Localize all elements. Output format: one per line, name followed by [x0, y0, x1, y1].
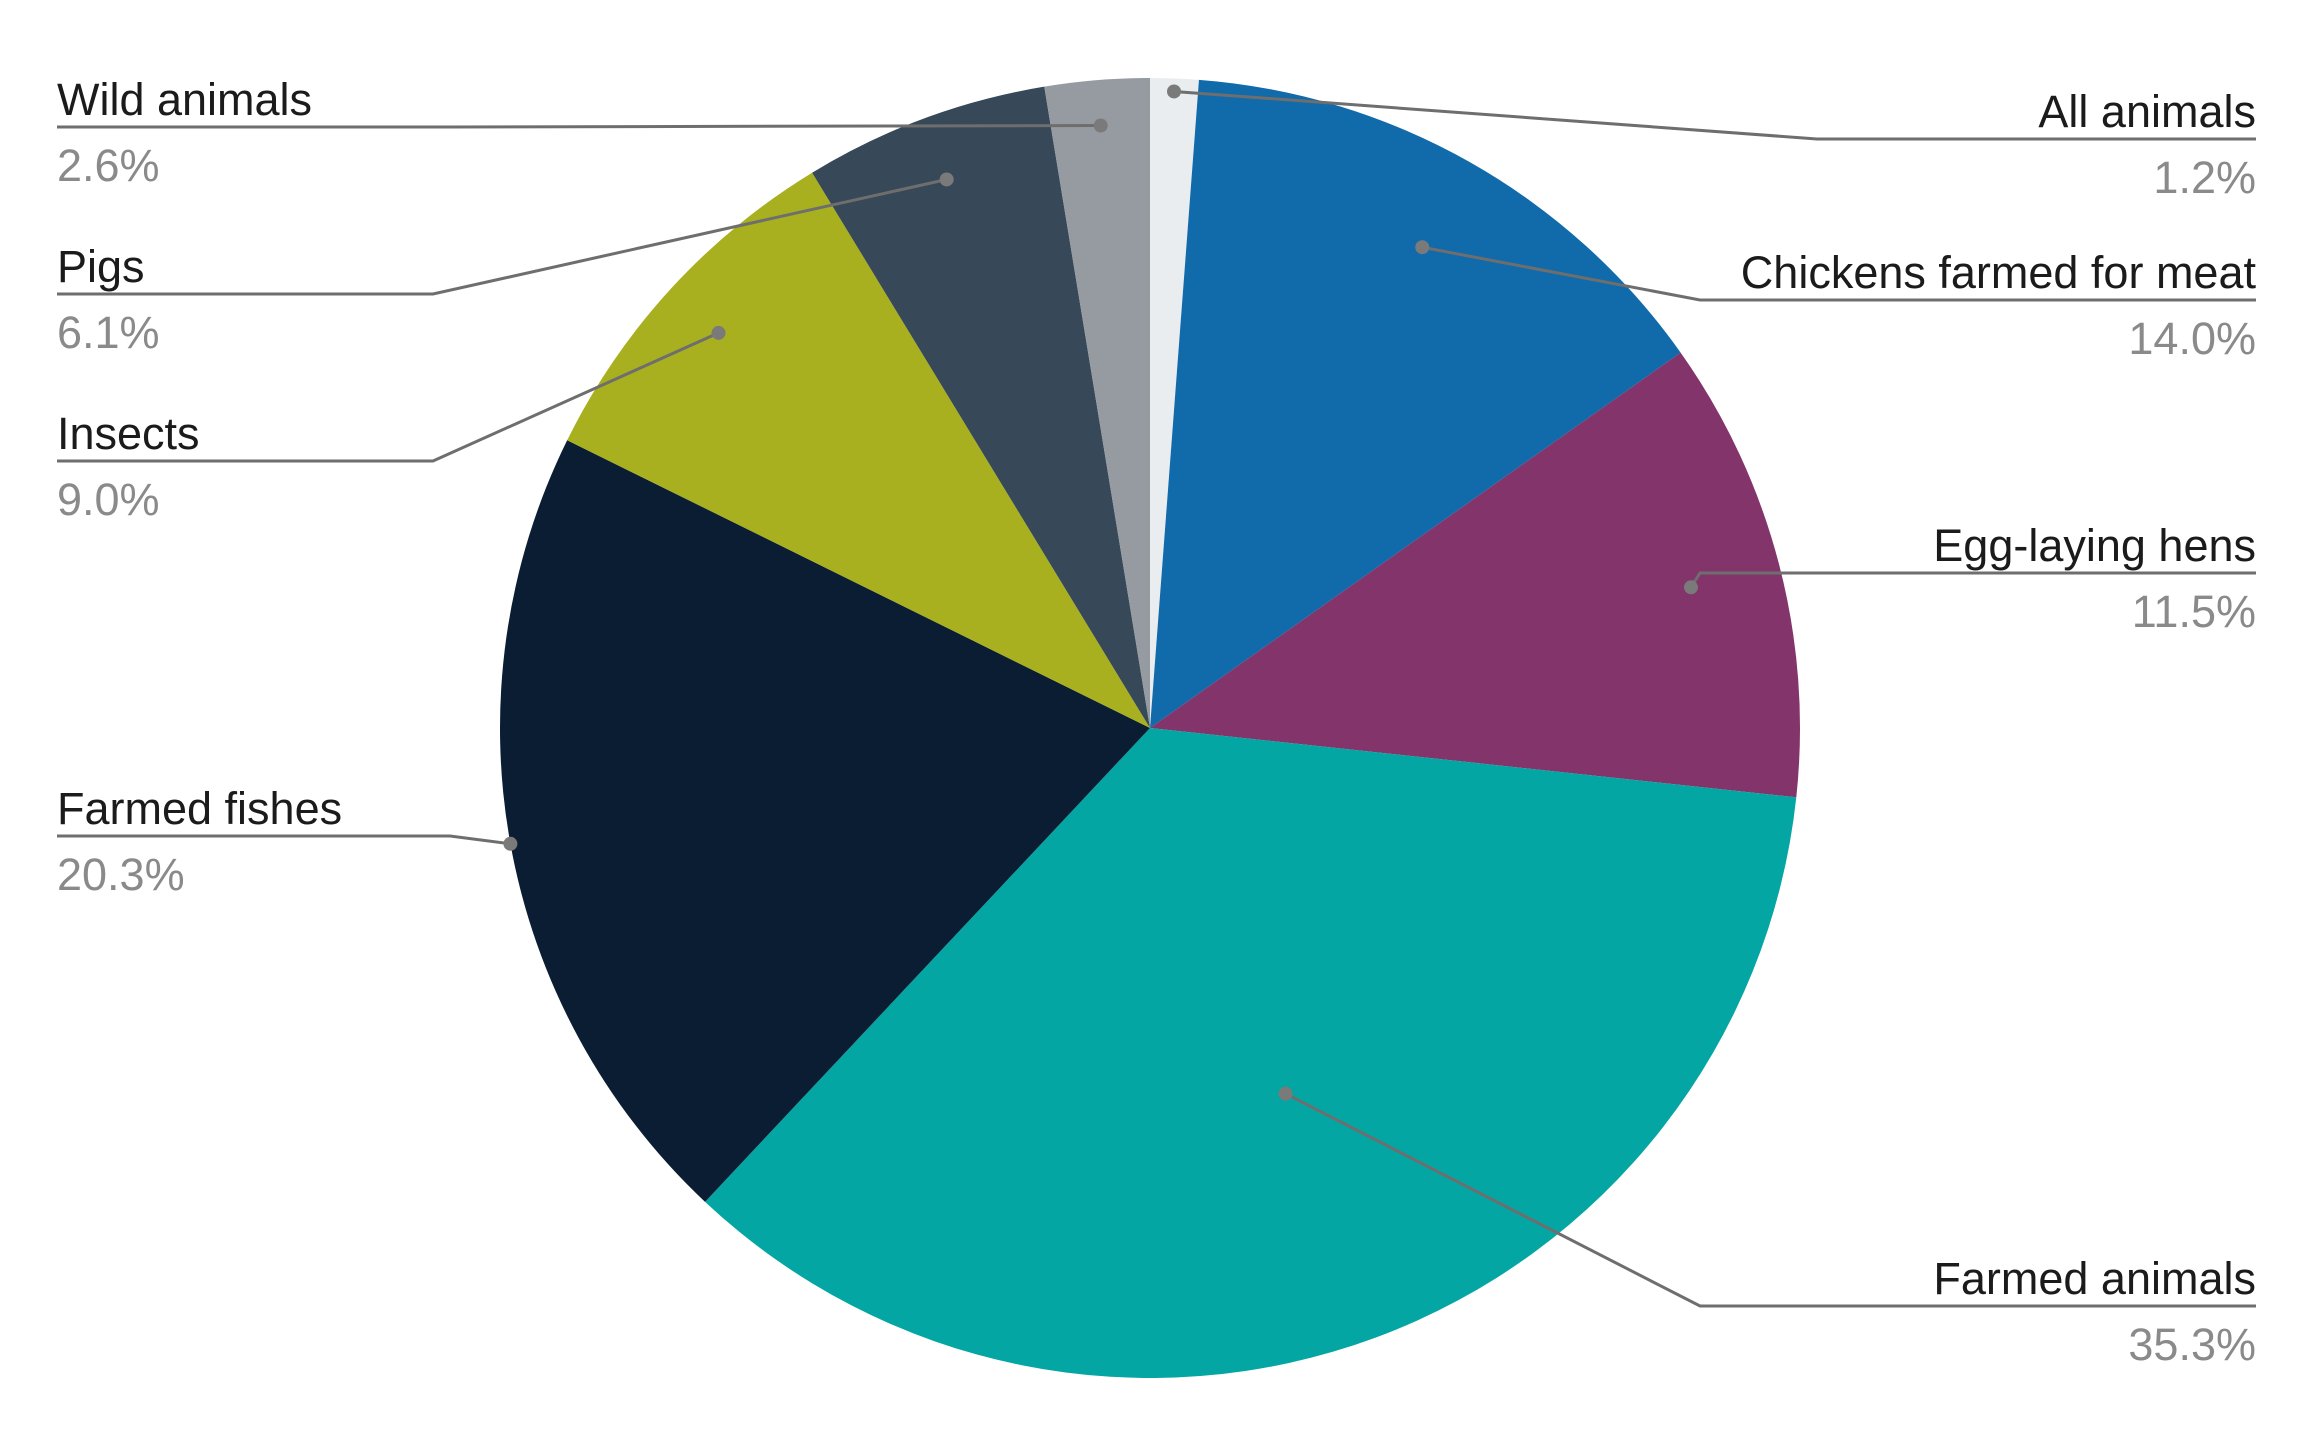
slice-value-farmed-animals: 35.3% — [2128, 1319, 2256, 1370]
slice-label-pigs: Pigs — [57, 241, 145, 292]
leader-line-farmed-fishes — [57, 834, 511, 846]
leader-line-insects — [57, 331, 720, 463]
leader-lines — [57, 84, 2256, 1308]
slice-label-chickens-farmed-for-meat: Chickens farmed for meat — [1741, 247, 2257, 298]
slice-label-insects: Insects — [57, 408, 200, 459]
pie-slice-wild-animals — [1044, 78, 1150, 728]
leader-line-all-animals — [1173, 89, 2256, 141]
pie-slice-chickens-farmed-for-meat — [1150, 79, 1681, 728]
pie-slice-farmed-fishes — [500, 440, 1150, 1202]
leader-line-pigs — [57, 178, 947, 296]
leader-line-chickens-farmed-for-meat — [1421, 245, 2256, 302]
pie-slices — [500, 78, 1800, 1379]
leader-dot-chickens-farmed-for-meat — [1415, 240, 1430, 255]
leader-line-wild-animals — [57, 124, 1101, 129]
leader-dot-farmed-animals — [1278, 1086, 1293, 1101]
leader-dot-all-animals — [1167, 84, 1182, 99]
slice-label-all-animals: All animals — [2038, 86, 2256, 137]
leader-line-farmed-animals — [1284, 1092, 2256, 1308]
pie-slice-pigs — [812, 86, 1150, 729]
leader-dot-wild-animals — [1093, 118, 1108, 133]
leader-dot-farmed-fishes — [503, 836, 518, 851]
slice-value-pigs: 6.1% — [57, 307, 160, 358]
pie-slice-egg-laying-hens — [1150, 352, 1800, 798]
slice-value-egg-laying-hens: 11.5% — [2132, 586, 2256, 637]
leader-dot-insects — [711, 325, 726, 340]
slice-value-all-animals: 1.2% — [2153, 152, 2256, 203]
leader-dot-pigs — [939, 172, 954, 187]
slice-labels: All animals 1.2% Chickens farmed for meat 1… — [57, 74, 2256, 1370]
slice-label-farmed-fishes: Farmed fishes — [57, 783, 342, 834]
pie-slice-insects — [567, 172, 1150, 728]
slice-label-wild-animals: Wild animals — [57, 74, 312, 125]
slice-value-wild-animals: 2.6% — [57, 140, 160, 191]
slice-label-farmed-animals: Farmed animals — [1933, 1253, 2256, 1304]
slice-value-insects: 9.0% — [57, 474, 160, 525]
leader-dot-egg-laying-hens — [1683, 580, 1698, 595]
pie-slice-all-animals — [1150, 78, 1199, 728]
slice-value-chickens-farmed-for-meat: 14.0% — [2128, 313, 2256, 364]
slice-label-egg-laying-hens: Egg-laying hens — [1933, 520, 2256, 571]
slice-value-farmed-fishes: 20.3% — [57, 849, 185, 900]
